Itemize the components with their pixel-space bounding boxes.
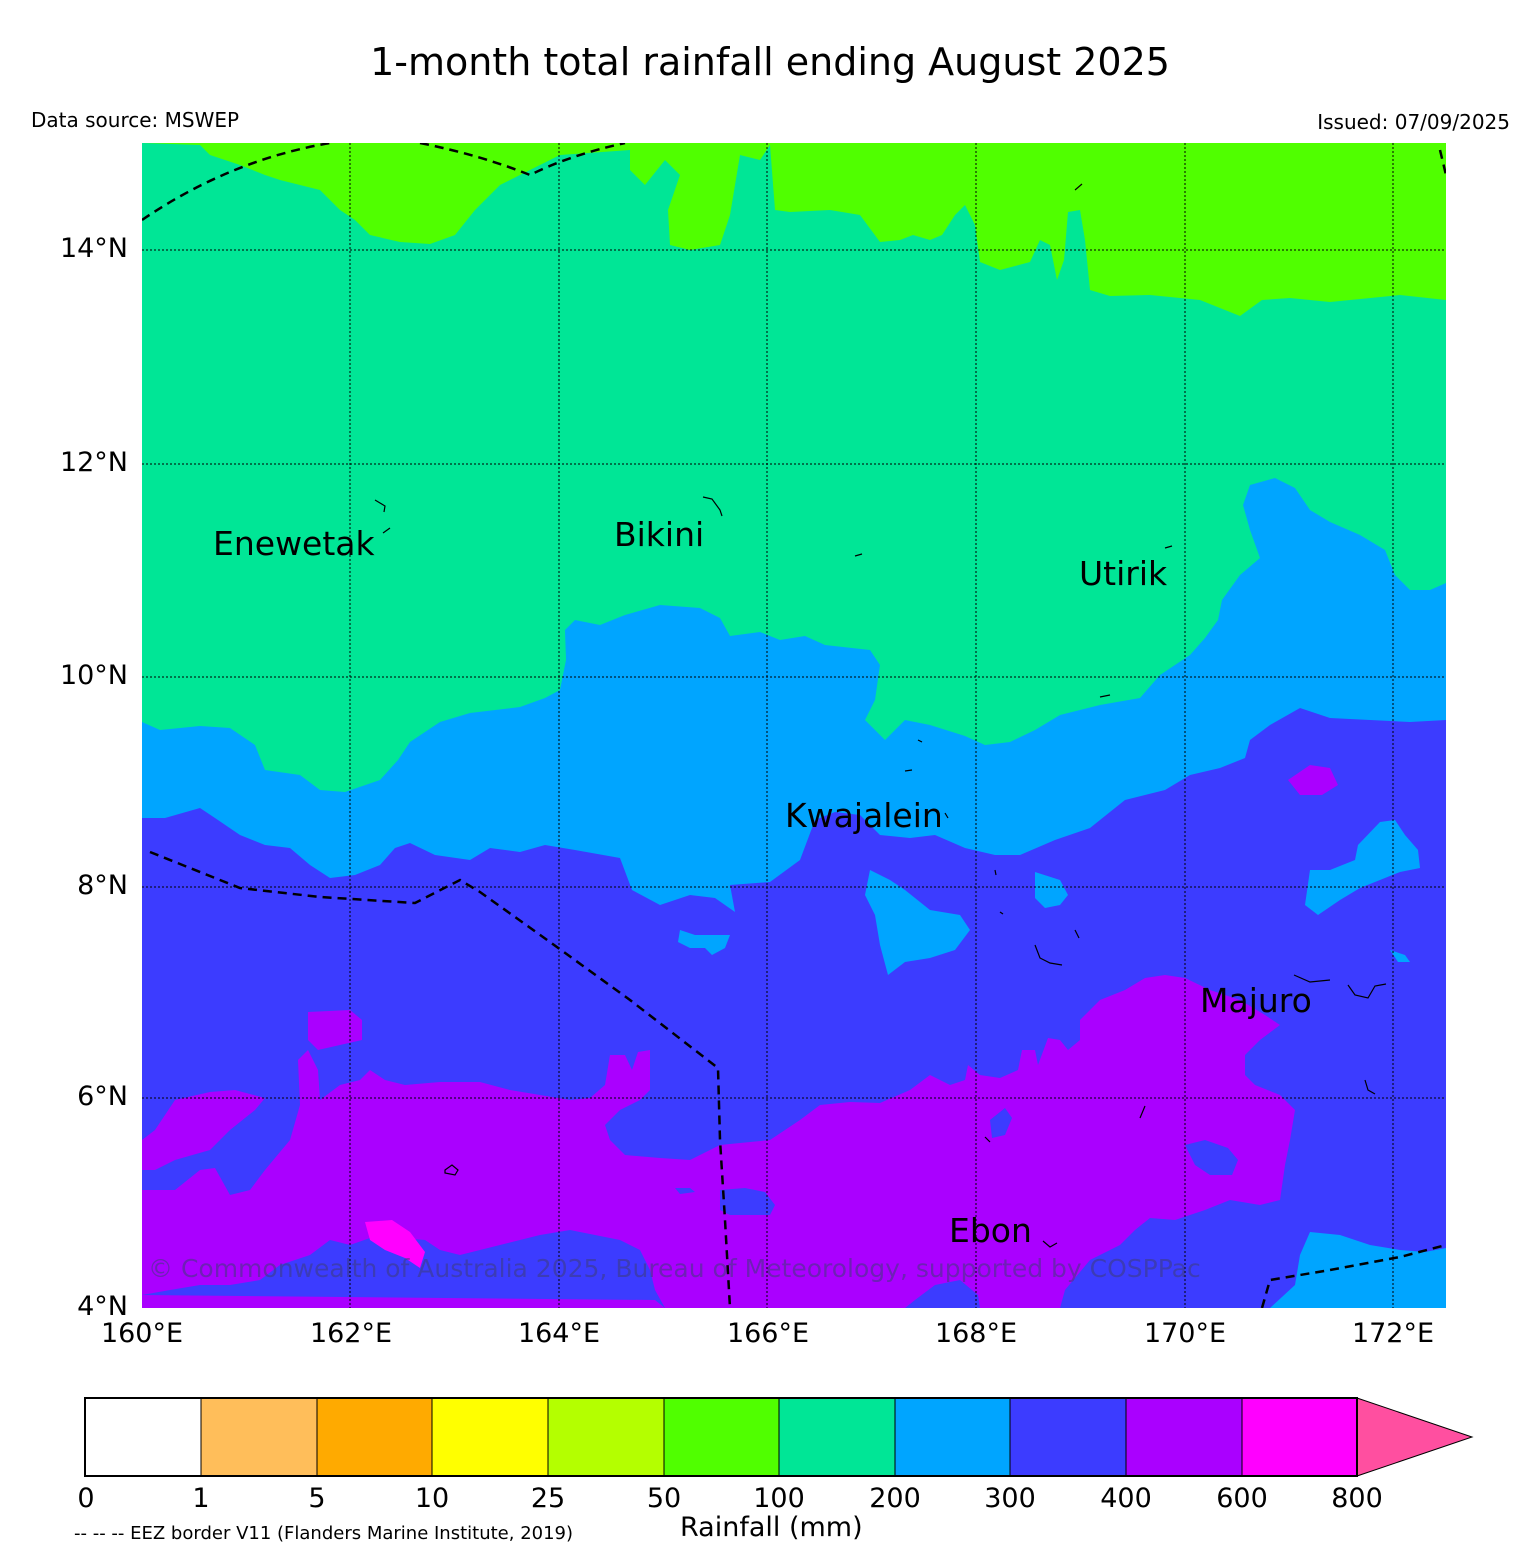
colorbar-tick: 600 [1216, 1483, 1268, 1514]
colorbar-swatch [84, 1397, 202, 1477]
zone-400-600 [142, 1295, 665, 1308]
place-label-ebon: Ebon [949, 1211, 1032, 1250]
lat-label: 12°N [59, 447, 128, 478]
data-source: Data source: MSWEP [31, 108, 240, 132]
colorbar-swatch [663, 1397, 780, 1477]
zone-300-400-patch [675, 1188, 695, 1194]
zone-300-400-patch [720, 1188, 775, 1215]
copyright-watermark: © Commonwealth of Australia 2025, Bureau… [148, 1254, 1201, 1283]
issued-date: Issued: 07/09/2025 [1317, 110, 1510, 134]
colorbar-tick: 50 [646, 1483, 682, 1514]
zone-400-600 [142, 1090, 265, 1170]
zone-200-300-patch [1390, 950, 1410, 962]
zone-200-300-patch [1270, 1232, 1446, 1308]
colorbar-tick: 5 [308, 1483, 326, 1514]
place-label-bikini: Bikini [614, 515, 705, 554]
lon-label: 160°E [100, 1318, 184, 1349]
lon-label: 168°E [934, 1318, 1018, 1349]
colorbar-swatch [316, 1397, 433, 1477]
colorbar-tick: 200 [869, 1483, 921, 1514]
lat-label: 8°N [77, 870, 128, 901]
colorbar-tick: 25 [530, 1483, 566, 1514]
zone-200-300-patch [1305, 820, 1420, 915]
zone-400-600 [1288, 765, 1338, 795]
colorbar-swatch [1241, 1397, 1358, 1477]
colorbar-tick: 300 [984, 1483, 1036, 1514]
colorbar-swatch [778, 1397, 896, 1477]
place-label-enewetak: Enewetak [213, 524, 375, 563]
zone-200-300-patch [678, 930, 730, 955]
place-label-utirik: Utirik [1079, 554, 1168, 593]
colorbar-extend-arrow [1356, 1397, 1474, 1477]
lon-label: 162°E [309, 1318, 393, 1349]
lon-label: 166°E [726, 1318, 810, 1349]
lat-label: 6°N [77, 1081, 128, 1112]
eez-border [142, 143, 1446, 1308]
lat-label: 10°N [59, 660, 128, 691]
colorbar-tick: 10 [414, 1483, 450, 1514]
colorbar-swatch [1009, 1397, 1127, 1477]
colorbar-swatch [431, 1397, 549, 1477]
colorbar-tick: 0 [77, 1483, 95, 1514]
colorbar-swatch [200, 1397, 318, 1477]
island-outlines [374, 183, 1387, 1248]
zone-300-400-patch [990, 1108, 1012, 1138]
zone-50-100 [142, 143, 1446, 316]
eez-legend-note: -- -- -- EEZ border V11 (Flanders Marine… [74, 1523, 574, 1544]
zone-300-400-patch [1185, 1140, 1238, 1175]
zone-200-300-patch [865, 870, 970, 975]
lon-label: 164°E [517, 1318, 601, 1349]
zone-400-600 [308, 1010, 362, 1050]
lon-label: 172°E [1351, 1318, 1435, 1349]
lat-label: 4°N [77, 1291, 128, 1322]
zone-600-800 [365, 1220, 425, 1268]
colorbar [84, 1397, 1474, 1477]
colorbar-swatch [547, 1397, 665, 1477]
colorbar-tick: 100 [753, 1483, 805, 1514]
place-label-majuro: Majuro [1200, 981, 1312, 1020]
zone-200-300-patch [1035, 872, 1068, 908]
colorbar-tick: 800 [1331, 1483, 1383, 1514]
map-title: 1-month total rainfall ending August 202… [370, 40, 1170, 84]
colorbar-swatch [1125, 1397, 1243, 1477]
graticule [142, 143, 1446, 1308]
lon-label: 170°E [1143, 1318, 1227, 1349]
place-label-kwajalein: Kwajalein [785, 796, 943, 835]
colorbar-tick: 1 [192, 1483, 210, 1514]
colorbar-tick: 400 [1100, 1483, 1152, 1514]
colorbar-label: Rainfall (mm) [680, 1512, 863, 1543]
colorbar-swatch [894, 1397, 1011, 1477]
zone-400-600 [142, 975, 1295, 1308]
lat-label: 14°N [59, 233, 128, 264]
